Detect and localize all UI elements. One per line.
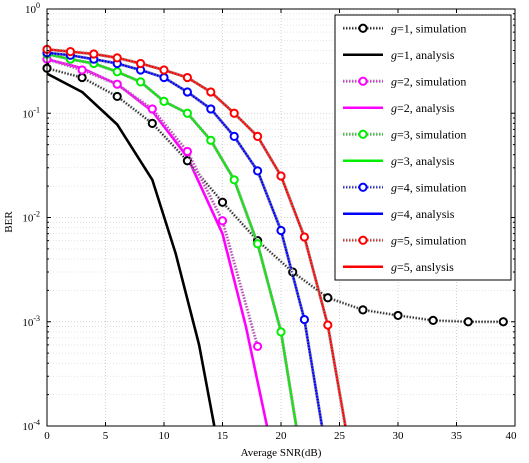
y-tick-label: 10-1 (22, 105, 40, 120)
data-point (253, 239, 263, 249)
data-point (498, 317, 508, 327)
legend-label: g=1, simulation (391, 21, 466, 35)
data-point (276, 171, 286, 181)
data-point (358, 182, 368, 192)
data-point (182, 87, 192, 97)
data-point (182, 72, 192, 83)
data-point (147, 104, 157, 114)
series-line (46, 53, 297, 427)
data-point (253, 341, 263, 352)
legend-entry: g=4, simulation (343, 180, 466, 194)
x-tick-label: 15 (217, 430, 229, 442)
data-point (89, 49, 99, 59)
y-axis-label: BER (3, 211, 15, 233)
legend-entry: g=3, simulation (343, 127, 466, 141)
y-tick-label: 100 (25, 1, 40, 16)
data-point (229, 175, 239, 185)
data-point (182, 146, 192, 157)
data-point (428, 315, 438, 326)
data-point (276, 225, 286, 236)
y-tick-label: 10-2 (22, 210, 40, 225)
data-point (253, 166, 263, 176)
data-point (323, 293, 333, 303)
data-point (159, 96, 169, 106)
x-tick-label: 0 (44, 430, 50, 442)
data-point (159, 72, 169, 83)
data-point (358, 76, 368, 86)
legend-entry: g=3, analysis (343, 154, 455, 168)
data-point (136, 58, 146, 69)
data-point (206, 135, 216, 145)
data-point (358, 305, 368, 315)
data-point (276, 327, 286, 337)
tick-labels: 0 5 10 15 20 25 30 35 40 100 10-1 10-2 10-3 10-4 (22, 1, 517, 442)
ticks (46, 8, 516, 427)
x-tick-label: 10 (159, 430, 171, 442)
series-g-2-simulation (42, 54, 263, 352)
data-point (299, 314, 309, 325)
data-point (136, 77, 146, 87)
series-g-5-simulation (42, 44, 347, 427)
x-tick-label: 25 (334, 430, 346, 442)
legend-label: g=4, simulation (391, 180, 466, 194)
series-g-1-simulation (42, 63, 508, 327)
data-point (182, 108, 192, 118)
data-point (77, 72, 87, 83)
data-point (217, 216, 228, 226)
data-point (253, 131, 263, 141)
data-point (229, 108, 239, 118)
legend-entry: g=2, analysis (343, 101, 455, 115)
series-line (46, 48, 347, 427)
x-tick-label: 5 (103, 430, 109, 442)
legend-label: g=3, simulation (391, 127, 466, 141)
data-point (463, 317, 473, 327)
y-tick-label: 10-3 (22, 314, 40, 329)
data-point (206, 104, 216, 114)
x-tick-label: 30 (393, 430, 405, 442)
legend-entry: g=5, anslysis (343, 260, 454, 274)
legend-label: g=5, anslysis (391, 260, 454, 274)
x-tick-label: 35 (451, 430, 463, 442)
legend: g=1, simulation g=1, analysis g=2, simulat… (334, 14, 512, 281)
legend-entry: g=2, simulation (343, 74, 466, 88)
data-point (393, 310, 403, 321)
data-point (77, 65, 87, 75)
data-point (65, 47, 76, 57)
data-point (358, 129, 368, 139)
data-point (182, 156, 192, 166)
series-layer (42, 44, 508, 427)
data-point (112, 79, 122, 89)
data-point (112, 91, 122, 102)
y-tick-label: 10-4 (22, 418, 40, 433)
legend-entry: g=4, analysis (343, 207, 455, 221)
series-g-1-analysis (46, 72, 216, 427)
legend-label: g=1, analysis (391, 48, 455, 62)
data-point (206, 87, 216, 97)
data-point (112, 53, 122, 63)
x-tick-label: 20 (276, 430, 288, 442)
x-axis-label: Average SNR(dB) (241, 447, 322, 459)
legend-label: g=2, simulation (391, 74, 466, 88)
data-point (159, 65, 169, 75)
legend-entry: g=1, analysis (343, 48, 455, 62)
data-point (229, 131, 239, 141)
data-point (323, 320, 333, 330)
legend-entry: g=1, simulation (343, 21, 466, 35)
data-point (358, 23, 368, 33)
legend-label: g=3, analysis (391, 154, 455, 168)
x-tick-label: 40 (506, 430, 518, 442)
legend-label: g=4, analysis (391, 207, 455, 221)
data-point (358, 235, 368, 245)
series-line (46, 72, 216, 427)
data-point (112, 67, 122, 77)
data-point (217, 197, 228, 207)
data-point (147, 118, 157, 128)
data-point (299, 232, 309, 242)
legend-box (334, 14, 512, 281)
legend-entry: g=5, simulation (343, 233, 466, 247)
legend-label: g=5, simulation (391, 233, 466, 247)
legend-label: g=2, analysis (391, 101, 455, 115)
